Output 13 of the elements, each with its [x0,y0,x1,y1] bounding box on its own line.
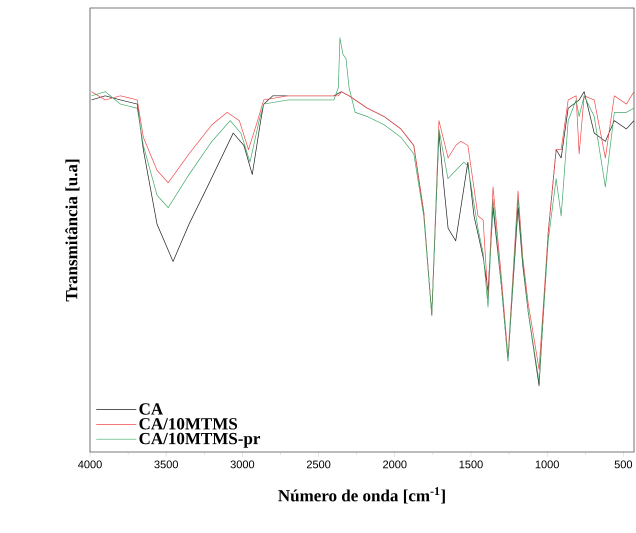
x-tick-label: 1500 [460,460,483,468]
y-axis-title: Transmitância [u.a] [65,160,80,302]
x-tick-label: 1000 [536,460,559,468]
x-tick-label: 500 [614,460,632,468]
x-tick-label: 3000 [230,460,254,468]
x-tick-label: 3500 [154,460,178,468]
x-tick-label: 4000 [78,460,102,468]
x-tick-label: 2500 [306,460,330,468]
legend-label: CA/10MTMS [139,418,238,430]
x-axis-title: Número de onda [cm$^{-1}$] [278,487,445,504]
legend-label: CA/10MTMS-pr [139,432,260,448]
legend-label: CA [139,403,164,415]
x-tick-label: 2000 [383,460,407,468]
